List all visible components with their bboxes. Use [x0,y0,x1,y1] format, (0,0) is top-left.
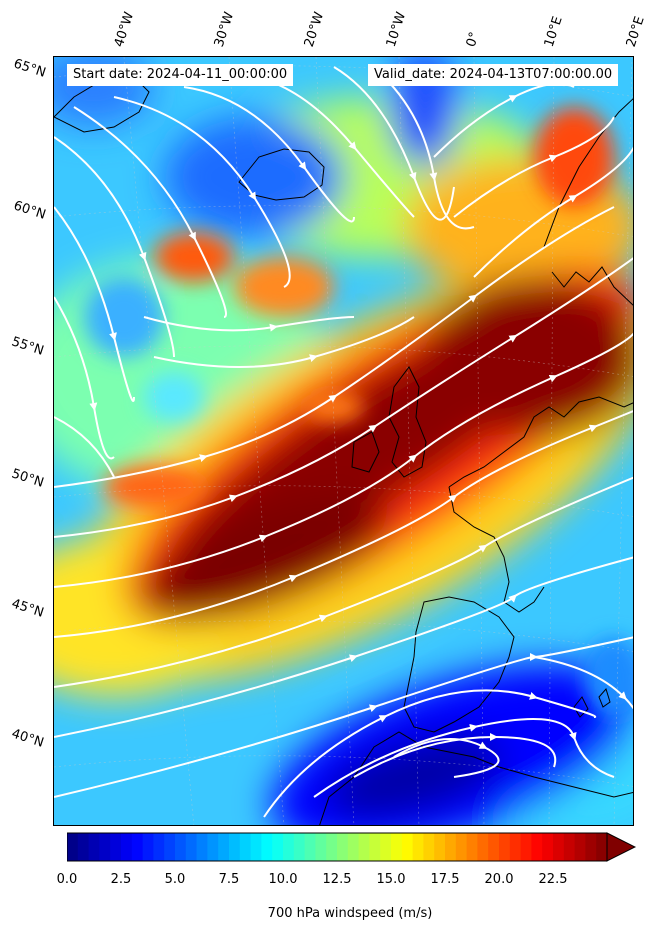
colorbar-segment [99,833,111,861]
colorbar-segment [77,833,90,861]
colorbar-segment [488,833,500,861]
colorbar-segment [293,833,306,861]
colorbar-segment [423,833,435,861]
wind-map[interactable] [53,56,634,826]
colorbar-label: 700 hPa windspeed (m/s) [267,906,433,921]
colorbar-tick-3: 7.5 [218,872,240,887]
colorbar-segment [304,833,316,861]
colorbar-segment [434,833,446,861]
colorbar-segment [542,833,554,861]
colorbar-segment [196,833,208,861]
colorbar-segment [380,833,392,861]
colorbar-segment [477,833,489,861]
colorbar-segment [229,833,241,861]
lon-label-10e: 10°E [541,14,566,50]
lon-label-10w: 10°W [383,10,410,49]
colorbar-segment [88,833,100,861]
colorbar-segment [67,833,79,861]
colorbar-segments [67,832,637,862]
colorbar-segment [261,833,273,861]
lon-label-20e: 20°E [623,14,648,50]
colorbar-segment [164,833,176,861]
colorbar-segment [315,833,327,861]
colorbar-tick-5: 12.5 [322,872,352,887]
colorbar-segment [250,833,262,861]
colorbar-segment [574,833,586,861]
colorbar-segment [596,833,608,861]
colorbar-tick-6: 15.0 [376,872,406,887]
colorbar-tick-7: 17.5 [430,872,460,887]
colorbar-tick-0: 0.0 [56,872,78,887]
lat-label-60n: 60°N [11,198,48,223]
colorbar-segment [239,833,252,861]
colorbar-segment [509,833,522,861]
colorbar-tick-2: 5.0 [164,872,186,887]
streamlines [54,66,633,818]
colorbar-segment [553,833,565,861]
lon-label-40w: 40°W [111,10,138,49]
colorbar-segment [347,833,360,861]
colorbar-tick-9: 22.5 [538,872,568,887]
colorbar-segment [445,833,457,861]
colorbar-segment [585,833,597,861]
colorbar-segment [283,833,295,861]
lon-label-20w: 20°W [301,10,328,49]
colorbar-extend-arrow [606,832,637,862]
lon-label-30w: 30°W [211,10,238,49]
lat-label-40n: 40°N [9,726,46,751]
colorbar-segment [401,833,414,861]
colorbar-segment [121,833,133,861]
colorbar-segment [326,833,338,861]
colorbar-segment [499,833,511,861]
colorbar-segment [218,833,230,861]
start-date-label: Start date: 2024-04-11_00:00:00 [67,64,294,86]
colorbar-segment [358,833,370,861]
valid-date-label: Valid_date: 2024-04-13T07:00:00.00 [368,64,619,86]
colorbar-tick-4: 10.0 [268,872,298,887]
colorbar-segment [153,833,165,861]
colorbar-segment [466,833,478,861]
lat-label-45n: 45°N [9,596,46,621]
colorbar-segment [412,833,424,861]
colorbar-segment [520,833,532,861]
colorbar-segment [369,833,381,861]
colorbar-tick-8: 20.0 [484,872,514,887]
lat-label-65n: 65°N [11,56,48,81]
colorbar-segment [337,833,349,861]
lat-label-55n: 55°N [9,334,46,359]
colorbar [67,832,637,862]
lon-label-0: 0° [463,30,483,49]
colorbar-segment [110,833,122,861]
colorbar-segment [455,833,468,861]
colorbar-segment [175,833,187,861]
colorbar-segment [531,833,543,861]
colorbar-tick-1: 2.5 [110,872,132,887]
colorbar-segment [391,833,403,861]
colorbar-segment [131,833,144,861]
lat-label-50n: 50°N [9,466,46,491]
colorbar-segment [185,833,198,861]
colorbar-segment [142,833,154,861]
wind-field [54,57,633,825]
colorbar-segment [207,833,219,861]
colorbar-segment [272,833,284,861]
colorbar-segment [563,833,576,861]
